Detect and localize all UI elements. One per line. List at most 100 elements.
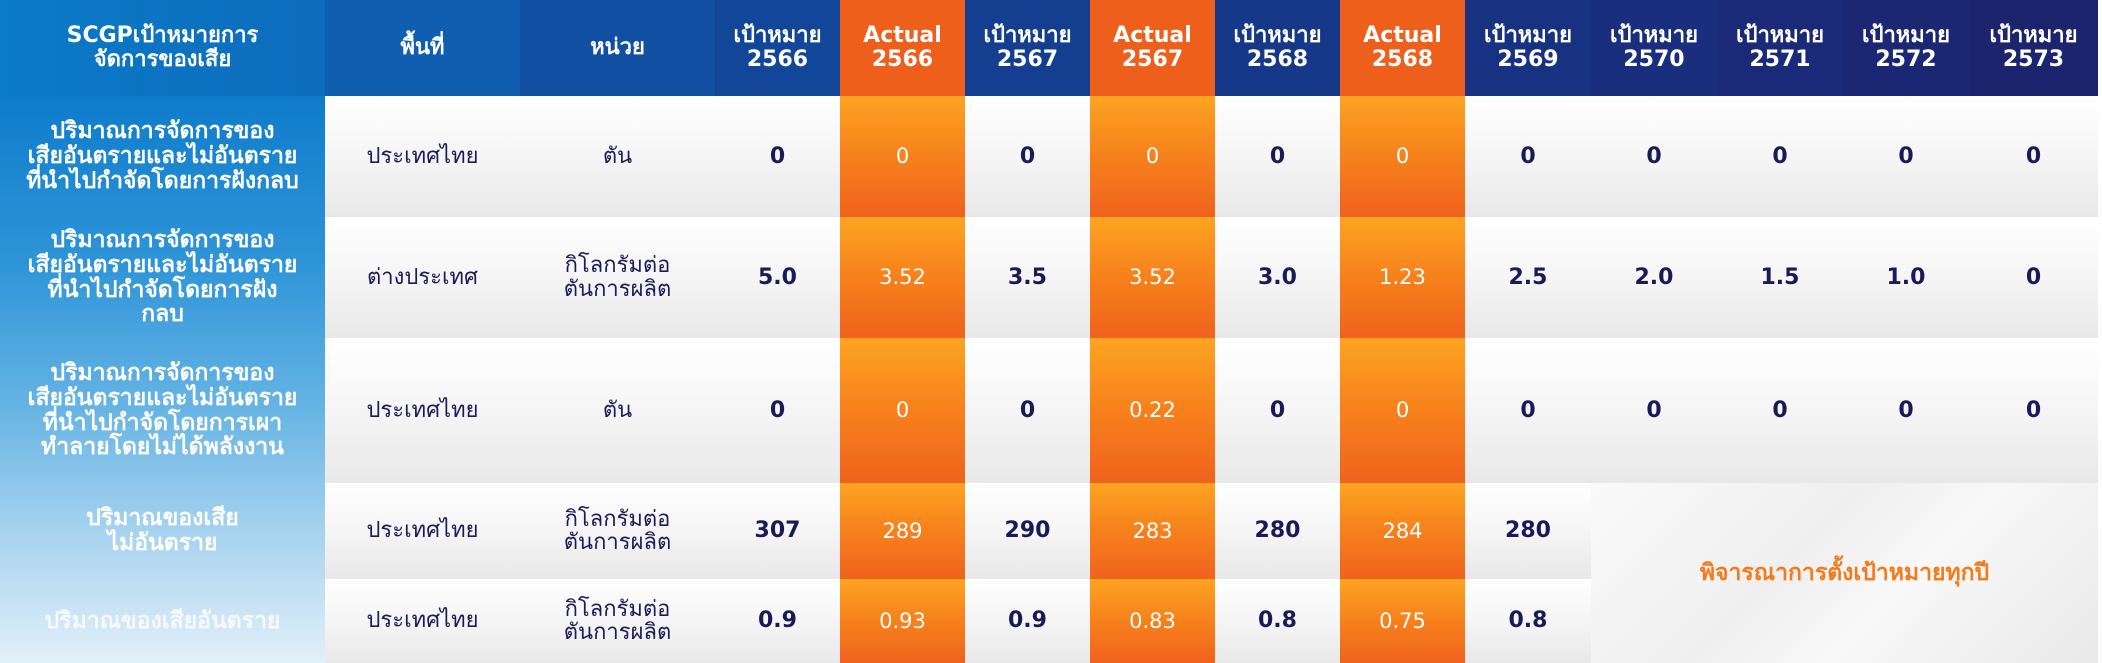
header-year-actual: Actual 2568 (1340, 0, 1465, 96)
header-topic-line1: SCGPเป้าหมายการ (66, 22, 259, 48)
header-year-number: 2567 (996, 47, 1059, 72)
value-cell: 0 (715, 338, 840, 483)
value-cell: 0 (1717, 96, 1843, 217)
actual-value-cell: 0 (1090, 96, 1215, 217)
actual-value-cell: 0 (1340, 96, 1465, 217)
unit-cell: ตัน (520, 96, 715, 217)
actual-value-cell: 3.52 (840, 217, 965, 338)
unit-cell: กิโลกรัมต่อ ตันการผลิต (520, 217, 715, 338)
actual-value-cell: 289 (840, 483, 965, 579)
actual-value-cell: 0.93 (840, 579, 965, 663)
value-cell: 0 (965, 96, 1090, 217)
value-cell: 1.5 (1717, 217, 1843, 338)
unit-cell: ตัน (520, 338, 715, 483)
actual-value-cell: 0 (840, 96, 965, 217)
header-year: เป้าหมาย 2571 (1717, 0, 1843, 96)
header-year-label: เป้าหมาย (1483, 22, 1573, 48)
header-year-number: 2572 (1875, 47, 1937, 72)
value-cell: 0 (1843, 96, 1969, 217)
actual-value-cell: 0 (1340, 338, 1465, 483)
header-year-number: 2570 (1623, 47, 1685, 72)
value-cell: 0 (1591, 338, 1717, 483)
actual-value-cell: 1.23 (1340, 217, 1465, 338)
row-label: ปริมาณการจัดการของ เสียอันตรายและไม่อันต… (27, 359, 298, 461)
value-cell: 0 (1465, 338, 1591, 483)
actual-value-cell: 0.83 (1090, 579, 1215, 663)
header-year: เป้าหมาย 2572 (1843, 0, 1969, 96)
actual-value-cell: 284 (1340, 483, 1465, 579)
value-cell: 1.0 (1843, 217, 1969, 338)
value-cell: 0 (1969, 96, 2098, 217)
header-year: เป้าหมาย 2567 (965, 0, 1090, 96)
header-year-actual: Actual 2567 (1090, 0, 1215, 96)
value-cell: 3.0 (1215, 217, 1340, 338)
actual-value-cell: 3.52 (1090, 217, 1215, 338)
header-year-label: เป้าหมาย (1989, 22, 2078, 48)
header-year-label: Actual (863, 22, 942, 48)
value-cell: 0 (965, 338, 1090, 483)
header-year-number: 2567 (1121, 47, 1184, 72)
value-cell: 0.8 (1215, 579, 1340, 663)
header-year: เป้าหมาย 2569 (1465, 0, 1591, 96)
area-cell: ประเทศไทย (325, 338, 520, 483)
header-year: เป้าหมาย 2568 (1215, 0, 1340, 96)
header-unit: หน่วย (520, 0, 715, 96)
row-label: ปริมาณของเสีย ไม่อันตราย (86, 505, 239, 556)
header-topic-line2: จัดการของเสีย (93, 47, 232, 72)
value-cell: 0 (1717, 338, 1843, 483)
header-year-label: เป้าหมาย (1735, 22, 1825, 48)
header-year-label: เป้าหมาย (983, 22, 1072, 48)
row-label-column-background (0, 96, 325, 663)
header-area: พื้นที่ (325, 0, 520, 96)
area-cell: ประเทศไทย (325, 483, 520, 579)
unit-cell: กิโลกรัมต่อ ตันการผลิต (520, 483, 715, 579)
unit-cell: กิโลกรัมต่อ ตันการผลิต (520, 579, 715, 663)
header-year-number: 2571 (1749, 47, 1811, 72)
header-year-number: 2566 (746, 47, 809, 72)
value-cell: 0 (1969, 217, 2098, 338)
value-cell: 0 (1215, 338, 1340, 483)
header-year-number: 2566 (871, 47, 934, 72)
value-cell: 290 (965, 483, 1090, 579)
header-year: เป้าหมาย 2566 (715, 0, 840, 96)
annual-target-note: พิจารณาการตั้งเป้าหมายทุกปี (1591, 483, 2098, 663)
value-cell: 280 (1465, 483, 1591, 579)
value-cell: 0 (1843, 338, 1969, 483)
value-cell: 0.9 (965, 579, 1090, 663)
header-year-number: 2569 (1497, 47, 1559, 72)
area-cell: ต่างประเทศ (325, 217, 520, 338)
header-year-label: เป้าหมาย (733, 22, 822, 48)
header-year: เป้าหมาย 2573 (1969, 0, 2098, 96)
header-year-label: เป้าหมาย (1861, 22, 1951, 48)
header-year-number: 2568 (1246, 47, 1309, 72)
header-year-actual: Actual 2566 (840, 0, 965, 96)
row-label: ปริมาณของเสียอันตราย (44, 607, 281, 634)
value-cell: 5.0 (715, 217, 840, 338)
value-cell: 280 (1215, 483, 1340, 579)
value-cell: 2.5 (1465, 217, 1591, 338)
value-cell: 307 (715, 483, 840, 579)
row-label: ปริมาณการจัดการของ เสียอันตรายและไม่อันต… (26, 118, 299, 194)
value-cell: 0 (1969, 338, 2098, 483)
actual-value-cell: 0.75 (1340, 579, 1465, 663)
header-year-label: เป้าหมาย (1609, 22, 1699, 48)
header-year-label: Actual (1363, 22, 1442, 48)
header-year-number: 2568 (1371, 47, 1434, 72)
header-year-number: 2573 (2002, 47, 2065, 72)
value-cell: 3.5 (965, 217, 1090, 338)
value-cell: 0 (1215, 96, 1340, 217)
actual-value-cell: 0.22 (1090, 338, 1215, 483)
value-cell: 0 (1465, 96, 1591, 217)
value-cell: 0.9 (715, 579, 840, 663)
row-label: ปริมาณการจัดการของ เสียอันตรายและไม่อันต… (27, 226, 298, 328)
header-year-label: เป้าหมาย (1233, 22, 1322, 48)
header-topic: SCGPเป้าหมายการ จัดการของเสีย (0, 0, 325, 96)
value-cell: 0 (1591, 96, 1717, 217)
area-cell: ประเทศไทย (325, 96, 520, 217)
value-cell: 0 (715, 96, 840, 217)
header-year: เป้าหมาย 2570 (1591, 0, 1717, 96)
value-cell: 0.8 (1465, 579, 1591, 663)
actual-value-cell: 283 (1090, 483, 1215, 579)
